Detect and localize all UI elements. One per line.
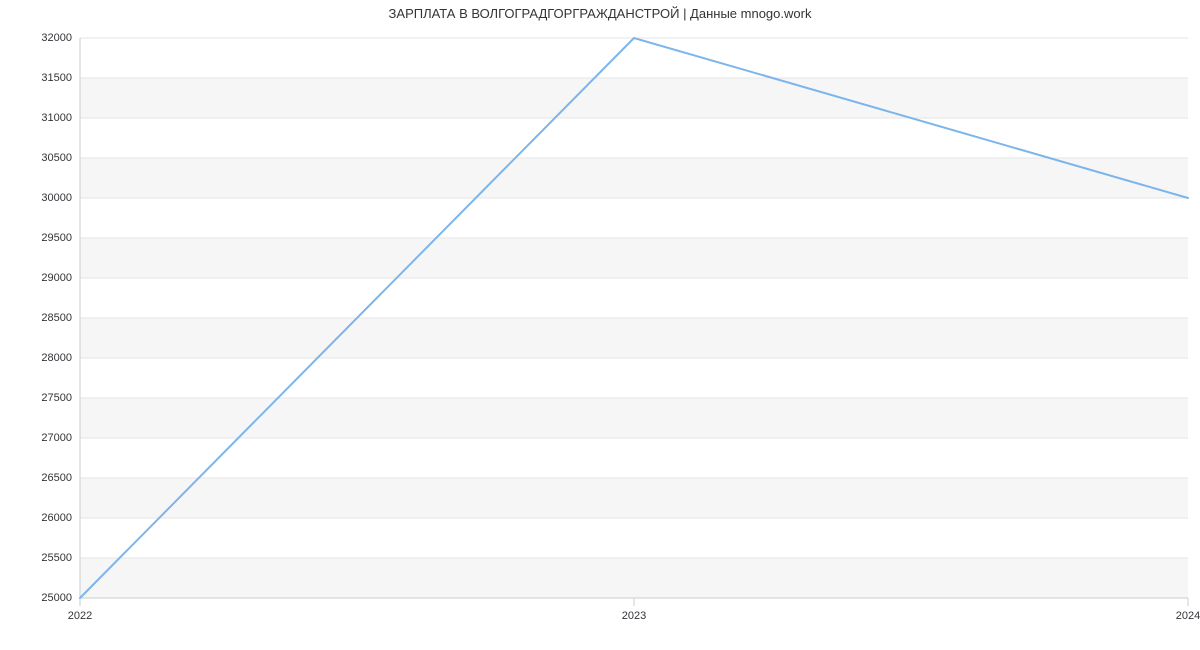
x-tick-label: 2022 bbox=[68, 610, 92, 622]
chart-title: ЗАРПЛАТА В ВОЛГОГРАДГОРГРАЖДАНСТРОЙ | Да… bbox=[0, 6, 1200, 21]
y-tick-label: 26500 bbox=[0, 472, 72, 484]
y-tick-label: 32000 bbox=[0, 32, 72, 44]
y-tick-label: 25500 bbox=[0, 552, 72, 564]
x-tick-label: 2023 bbox=[622, 610, 646, 622]
y-tick-label: 27000 bbox=[0, 432, 72, 444]
y-tick-label: 25000 bbox=[0, 592, 72, 604]
plot-area bbox=[0, 0, 1200, 650]
y-tick-label: 28000 bbox=[0, 352, 72, 364]
y-tick-label: 26000 bbox=[0, 512, 72, 524]
y-tick-label: 27500 bbox=[0, 392, 72, 404]
y-tick-label: 30000 bbox=[0, 192, 72, 204]
y-tick-label: 29500 bbox=[0, 232, 72, 244]
y-tick-label: 28500 bbox=[0, 312, 72, 324]
line-chart: ЗАРПЛАТА В ВОЛГОГРАДГОРГРАЖДАНСТРОЙ | Да… bbox=[0, 0, 1200, 650]
y-tick-label: 31000 bbox=[0, 112, 72, 124]
x-tick-label: 2024 bbox=[1176, 610, 1200, 622]
y-tick-label: 29000 bbox=[0, 272, 72, 284]
y-tick-label: 30500 bbox=[0, 152, 72, 164]
y-tick-label: 31500 bbox=[0, 72, 72, 84]
